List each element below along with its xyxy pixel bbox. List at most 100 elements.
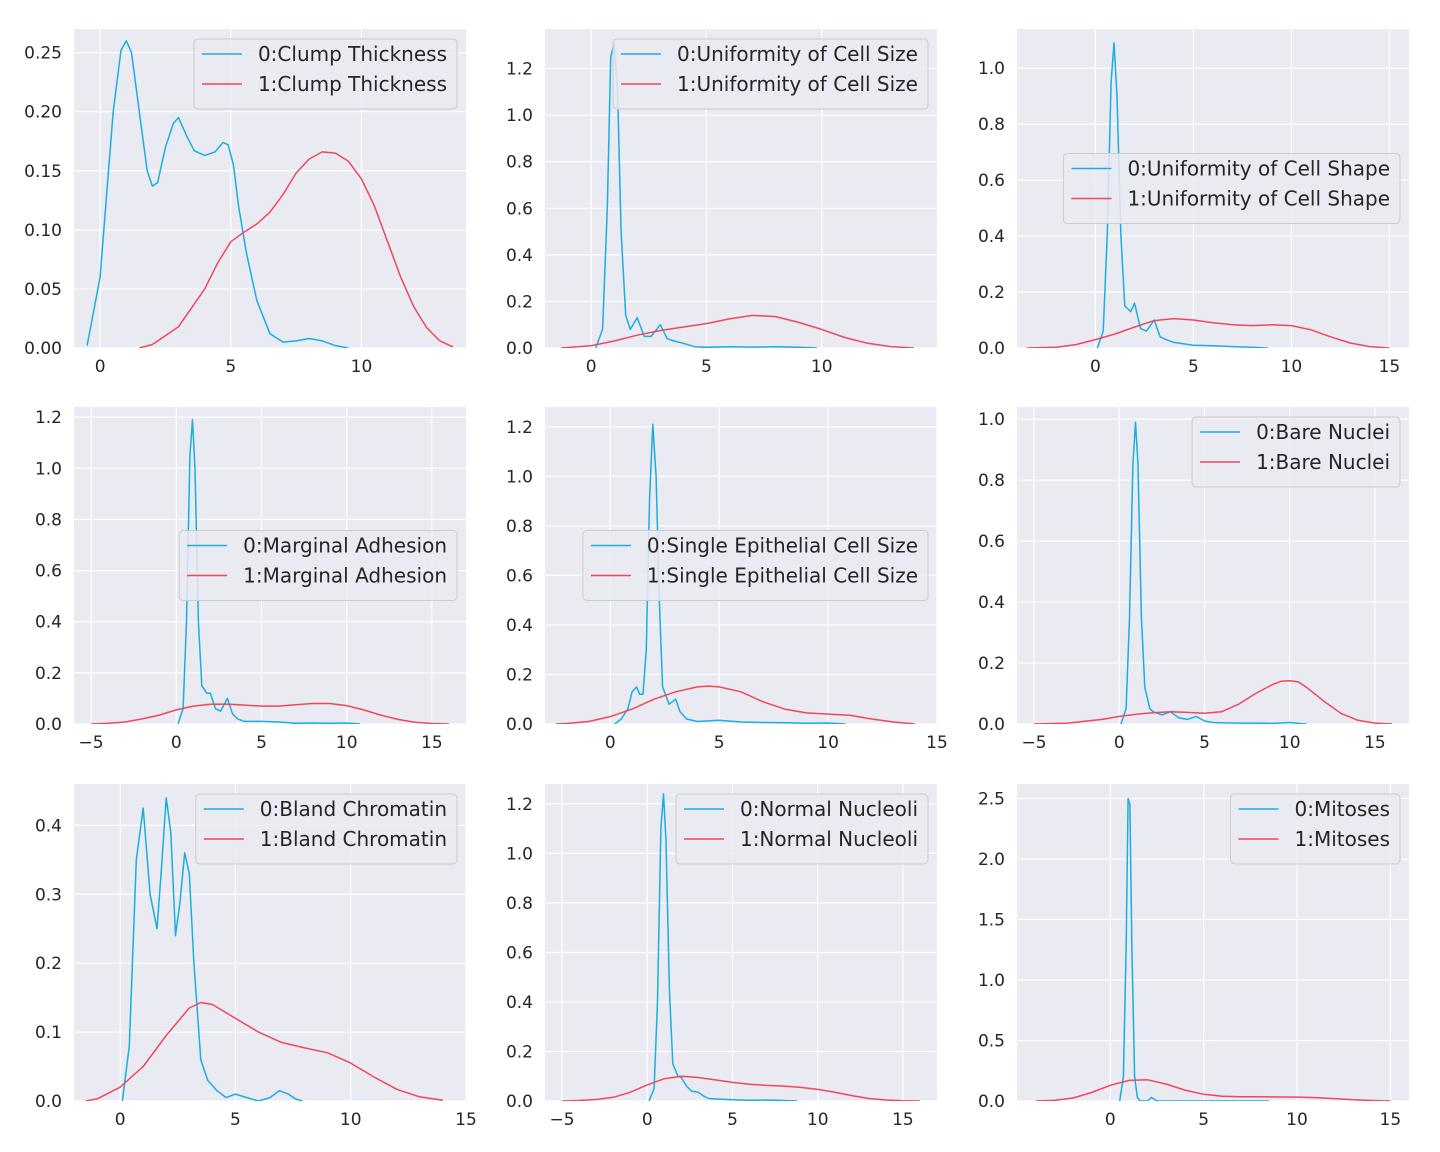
y-tick-label: 2.0 [978,850,1005,870]
y-tick-label: 1.2 [506,418,533,438]
legend-label: 1:Bare Nuclei [1256,450,1390,474]
y-tick-label: 0.10 [24,221,62,241]
x-tick-label: 0 [1114,733,1125,753]
y-tick-label: 0.4 [35,816,62,836]
y-tick-label: 0.0 [506,339,533,359]
legend-label: 1:Uniformity of Cell Size [677,72,918,96]
y-tick-label: 0.2 [506,1042,533,1062]
legend: 0:Bare Nuclei 1:Bare Nuclei [1191,416,1401,488]
x-tick-label: 0 [1105,1110,1116,1130]
x-tick-label: 0 [115,1110,126,1130]
chart-panel-4: −5 0 5 10 15 0.0 0.2 0.4 0.6 0.8 1.0 1.2 0:Marginal … [35,407,466,753]
y-tick-label: 0.0 [35,715,62,735]
legend-box [193,38,458,110]
series-line-1 [1026,317,1390,348]
legend-label: 1:Clump Thickness [258,72,447,96]
y-tick-label: 0.1 [35,1023,62,1043]
x-tick-label: 10 [1279,733,1301,753]
legend-label: 0:Clump Thickness [258,42,447,66]
legend: 0:Mitoses 1:Mitoses [1230,793,1401,865]
y-tick-label: 1.0 [506,467,533,487]
x-tick-label: 10 [351,357,373,377]
x-tick-label: 10 [1281,357,1303,377]
y-tick-label: 0.6 [506,943,533,963]
chart-panel-1: 0 5 10 0.00 0.05 0.10 0.15 0.20 0.25 0:Clump Thic… [24,29,466,377]
y-tick-label: 0.0 [978,339,1005,359]
legend-label: 1:Uniformity of Cell Shape [1127,187,1390,211]
legend-box [1230,793,1401,865]
y-tick-label: 0.2 [35,664,62,684]
y-tick-label: 0.05 [24,280,62,300]
y-tick-label: 0.15 [24,162,62,182]
x-tick-label: 15 [1364,733,1386,753]
legend: 0:Normal Nucleoli 1:Normal Nucleoli [675,793,929,865]
legend: 0:Marginal Adhesion 1:Marginal Adhesion [178,530,458,601]
y-tick-label: 0.0 [506,1092,533,1112]
y-tick-label: 0.25 [24,44,62,64]
x-tick-label: 0 [171,733,182,753]
x-tick-label: 0 [605,733,616,753]
legend-label: 1:Bland Chromatin [260,827,447,851]
legend: 0:Single Epithelial Cell Size 1:Single Ep… [582,530,929,601]
y-tick-label: 0.8 [978,471,1005,491]
chart-panel-5: 0 5 10 15 0.0 0.2 0.4 0.6 0.8 1.0 1.2 0:Single Epit… [506,407,948,753]
y-tick-label: 1.2 [506,795,533,815]
y-tick-label: 0.2 [506,665,533,685]
series-line-1 [90,702,450,724]
legend: 0:Uniformity of Cell Size 1:Uniformity of… [612,38,929,110]
series-line-0 [1120,421,1307,724]
series-line-1 [561,1075,921,1101]
chart-panel-9: 0 5 10 15 0.0 0.5 1.0 1.5 2.0 2.5 0:Mitoses 1:Mitos… [978,784,1409,1130]
chart-panel-7: 0 5 10 15 0.0 0.1 0.2 0.3 0.4 0:Bland Chromatin 1:… [35,784,477,1130]
y-tick-label: 0.8 [506,894,533,914]
legend-box [195,793,458,865]
legend-label: 0:Single Epithelial Cell Size [647,534,918,558]
legend-box [582,530,929,601]
y-tick-label: 0.4 [978,593,1005,613]
y-tick-label: 0.2 [978,283,1005,303]
x-tick-label: 15 [455,1110,477,1130]
series-line-1 [555,685,916,724]
y-tick-label: 1.2 [506,60,533,80]
x-tick-label: 10 [340,1110,362,1130]
legend: 0:Uniformity of Cell Shape 1:Uniformity o… [1062,153,1401,224]
legend: 0:Bland Chromatin 1:Bland Chromatin [195,793,458,865]
legend-label: 0:Marginal Adhesion [243,534,447,558]
x-tick-label: 5 [1188,357,1199,377]
x-tick-label: 5 [225,357,236,377]
series-line-1 [139,151,454,348]
chart-panel-3: 0 5 10 15 0.0 0.2 0.4 0.6 0.8 1.0 0:Uniformity of … [978,29,1409,377]
x-tick-label: −5 [1022,733,1047,753]
legend-label: 1:Single Epithelial Cell Size [647,564,918,588]
x-tick-label: 10 [817,733,839,753]
y-tick-label: 1.0 [978,59,1005,79]
x-tick-label: 10 [336,733,358,753]
legend-label: 0:Mitoses [1295,797,1391,821]
x-tick-label: −5 [550,1110,575,1130]
y-tick-label: 1.0 [978,410,1005,430]
y-tick-label: 0.2 [506,292,533,312]
series-line-0 [86,40,349,348]
y-tick-label: 0.20 [24,103,62,123]
x-tick-label: 15 [421,733,443,753]
legend-label: 0:Bland Chromatin [260,797,447,821]
y-tick-label: 1.2 [35,408,62,428]
series-line-1 [85,1001,444,1101]
legend-label: 1:Mitoses [1295,827,1391,851]
legend-label: 1:Marginal Adhesion [243,564,447,588]
x-tick-label: 10 [1286,1110,1308,1130]
x-tick-label: 15 [1380,1110,1402,1130]
legend-box [1191,416,1401,488]
y-tick-label: 0.4 [506,616,533,636]
legend-label: 0:Uniformity of Cell Shape [1127,157,1390,181]
y-tick-label: 0.6 [978,171,1005,191]
series-line-0 [177,419,361,724]
chart-panel-8: −5 0 5 10 15 0.0 0.2 0.4 0.6 0.8 1.0 1.2 0:Normal Nu… [506,784,937,1130]
y-tick-label: 0.6 [35,562,62,582]
y-tick-label: 0.4 [506,993,533,1013]
y-tick-label: 0.0 [978,1092,1005,1112]
y-tick-label: 0.4 [35,613,62,633]
legend-label: 0:Normal Nucleoli [740,797,918,821]
y-tick-label: 0.0 [35,1092,62,1112]
y-tick-label: 0.0 [506,715,533,735]
